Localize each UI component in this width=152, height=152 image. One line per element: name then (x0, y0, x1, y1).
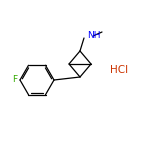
Text: NH: NH (87, 31, 100, 40)
Text: F: F (12, 76, 17, 85)
Text: HCl: HCl (110, 65, 128, 75)
